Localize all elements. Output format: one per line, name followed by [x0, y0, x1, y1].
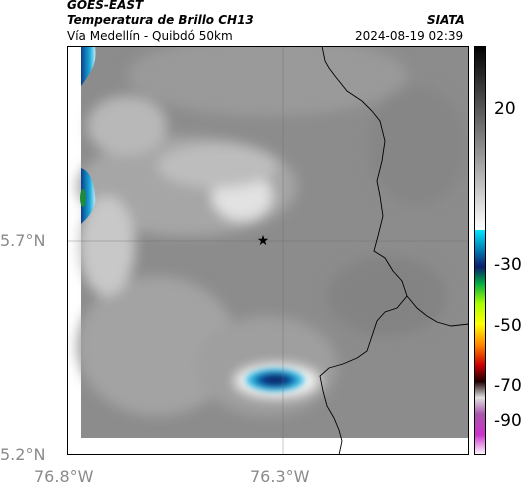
colorbar-tick-minus30: -30 [494, 255, 522, 275]
admin-border-branch [406, 295, 469, 327]
cold-cloud-edge-west [81, 168, 96, 224]
x-tick-76-8w: 76.8°W [34, 467, 94, 486]
region-subtitle: Vía Medellín - Quibdó 50km [67, 29, 233, 43]
admin-border [319, 46, 408, 455]
x-tick-76-3w: 76.3°W [250, 467, 310, 486]
satellite-map: ★ [67, 46, 469, 455]
colorbar-tick-minus50: -50 [494, 316, 522, 336]
colorbar-tick-minus70: -70 [494, 376, 522, 396]
cold-cloud-core [245, 368, 305, 392]
colorbar [474, 46, 486, 455]
satellite-title: GOES-EAST [67, 0, 144, 12]
y-tick-5-2n: 5.2°N [0, 445, 46, 464]
colorbar-tick-minus90: -90 [494, 411, 522, 431]
colorbar-tick-20: 20 [494, 99, 516, 119]
brand-label: SIATA [427, 13, 465, 27]
y-tick-5-7n: 5.7°N [0, 231, 46, 250]
datetime-label: 2024-08-19 02:39 [355, 29, 464, 43]
cold-cloud-edge-north [81, 46, 96, 86]
product-title: Temperatura de Brillo CH13 [67, 13, 254, 27]
star-icon: ★ [257, 233, 270, 249]
